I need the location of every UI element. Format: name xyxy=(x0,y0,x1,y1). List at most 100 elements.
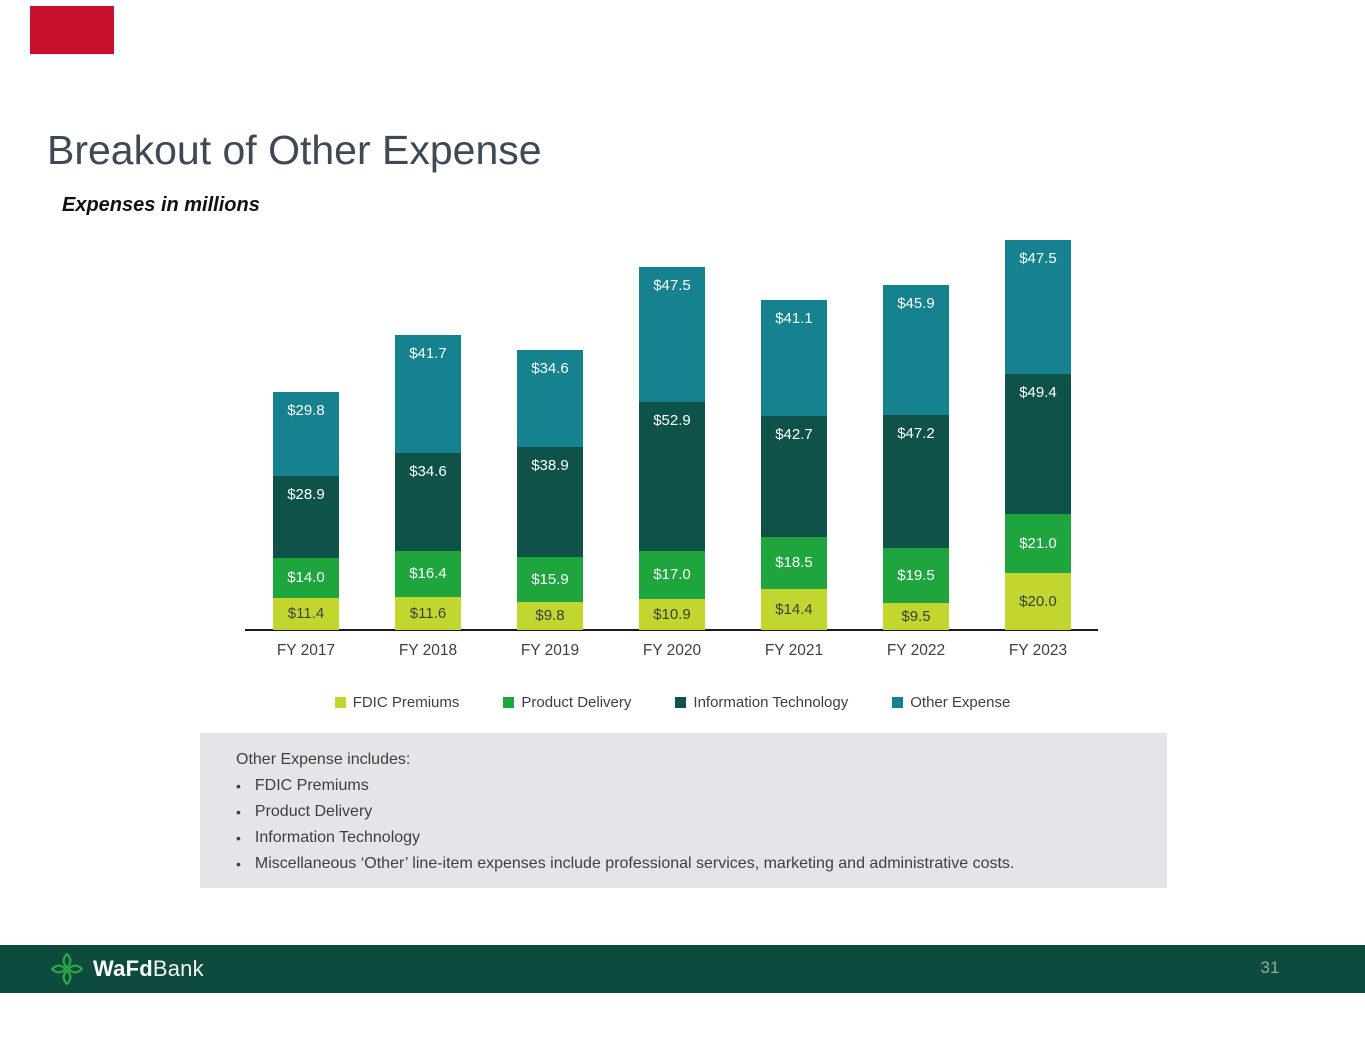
bar-value-label: $10.9 xyxy=(653,605,691,623)
x-axis-category-label: FY 2019 xyxy=(520,642,580,659)
legend-label: Other Expense xyxy=(910,694,1011,711)
bullet-dot: • xyxy=(236,804,241,820)
brand-name-bold: WaFd xyxy=(93,956,153,981)
bar-segment-other-expense xyxy=(517,349,583,448)
bar-value-label: $14.0 xyxy=(287,568,325,586)
bar-segment-fdic-premiums xyxy=(273,597,339,630)
legend-swatch-icon xyxy=(675,697,687,708)
bar-segment-fdic-premiums xyxy=(639,599,705,630)
bar-segment-other-expense xyxy=(761,300,827,417)
bar-value-label: $14.4 xyxy=(775,600,813,618)
bar-value-label: $9.8 xyxy=(535,607,565,625)
legend-item-other-expense: Other Expense xyxy=(892,694,1010,711)
bar-segment-other-expense xyxy=(273,392,339,477)
bar-value-label: $49.4 xyxy=(1019,384,1057,402)
bar-segment-product-delivery xyxy=(639,551,705,600)
bar-value-label: $15.9 xyxy=(531,570,569,588)
legend-item-fdic-premiums: FDIC Premiums xyxy=(334,694,460,711)
brand-name-regular: Bank xyxy=(152,956,204,981)
bar-value-label: $18.5 xyxy=(775,554,813,572)
bar-value-label: $41.1 xyxy=(775,310,813,328)
bar-value-label: $52.9 xyxy=(653,411,691,429)
legend-item-product-delivery: Product Delivery xyxy=(503,694,631,711)
note-heading: Other Expense includes: xyxy=(236,751,411,768)
note-bullet-item: • Product Delivery xyxy=(236,803,1137,821)
x-axis-category-label: FY 2017 xyxy=(276,642,336,659)
brand-logo: WaFdBank xyxy=(50,952,204,986)
x-axis-category-label: FY 2022 xyxy=(886,642,946,659)
bar-value-label: $47.2 xyxy=(897,424,935,442)
note-bullet-item: • FDIC Premiums xyxy=(236,777,1137,795)
bar-value-label: $47.5 xyxy=(1019,250,1057,268)
bar-value-label: $11.6 xyxy=(409,604,447,622)
bar-value-label: $41.7 xyxy=(409,345,447,363)
page-number: 31 xyxy=(1260,958,1280,977)
page-title: Breakout of Other Expense xyxy=(47,127,542,173)
legend-label: Product Delivery xyxy=(521,694,632,711)
x-axis-category-label: FY 2023 xyxy=(1008,642,1068,659)
bar-segment-product-delivery xyxy=(273,558,339,598)
bar-segment-other-expense xyxy=(1005,240,1071,375)
chart-units-note: Expenses in millions xyxy=(62,194,260,216)
bar-value-label: $11.4 xyxy=(287,604,325,622)
bar-segment-product-delivery xyxy=(395,550,461,598)
bar-value-label: $21.0 xyxy=(1019,534,1057,552)
note-bullet-item: • Information Technology xyxy=(236,829,1137,847)
bar-value-label: $34.6 xyxy=(531,359,569,377)
chart-legend: FDIC Premiums Product Delivery Information… xyxy=(245,694,1100,711)
wafd-knot-icon xyxy=(50,952,84,986)
legend-label: FDIC Premiums xyxy=(352,694,460,711)
x-axis-category-label: FY 2020 xyxy=(642,642,702,659)
red-marker xyxy=(30,6,114,54)
legend-swatch-icon xyxy=(892,697,904,708)
bar-segment-information-technology xyxy=(639,401,705,552)
bar-segment-fdic-premiums xyxy=(395,597,461,630)
bar-value-label: $47.5 xyxy=(653,277,691,295)
note-bullet-text: Product Delivery xyxy=(254,803,373,820)
bar-value-label: $19.5 xyxy=(897,566,935,584)
bar-segment-information-technology xyxy=(761,416,827,537)
bar-value-label: $20.0 xyxy=(1019,592,1057,610)
bar-value-label: $29.8 xyxy=(287,402,325,420)
legend-swatch-icon xyxy=(503,697,515,708)
bullet-dot: • xyxy=(236,856,241,872)
bar-value-label: $42.7 xyxy=(775,426,813,444)
bar-segment-information-technology xyxy=(273,476,339,559)
bar-segment-information-technology xyxy=(883,414,949,548)
x-axis-category-label: FY 2018 xyxy=(398,642,458,659)
bar-segment-fdic-premiums xyxy=(883,603,949,630)
bar-segment-fdic-premiums xyxy=(517,602,583,630)
bar-segment-fdic-premiums xyxy=(1005,573,1071,630)
bar-value-label: $9.5 xyxy=(901,607,931,625)
legend-item-information-technology: Information Technology xyxy=(675,694,848,711)
bar-segment-fdic-premiums xyxy=(761,589,827,630)
bar-segment-product-delivery xyxy=(883,548,949,604)
bullet-dot: • xyxy=(236,830,241,846)
bar-value-label: $16.4 xyxy=(409,565,447,583)
x-axis-line xyxy=(245,629,1098,631)
bar-segment-other-expense xyxy=(395,335,461,454)
note-bullet-text: FDIC Premiums xyxy=(254,777,369,794)
bar-segment-product-delivery xyxy=(517,557,583,603)
bar-value-label: $45.9 xyxy=(897,294,935,312)
bar-segment-product-delivery xyxy=(761,536,827,590)
bar-segment-other-expense xyxy=(639,267,705,402)
bar-value-label: $17.0 xyxy=(653,566,691,584)
bar-segment-product-delivery xyxy=(1005,514,1071,574)
footer-bar: WaFdBank 31 xyxy=(0,945,1365,993)
note-box: Other Expense includes: • FDIC Premiums • P… xyxy=(200,733,1167,888)
bar-segment-information-technology xyxy=(395,453,461,551)
legend-label: Information Technology xyxy=(693,694,849,711)
x-axis-category-label: FY 2021 xyxy=(764,642,824,659)
legend-swatch-icon xyxy=(334,697,346,708)
bullet-dot: • xyxy=(236,778,241,794)
bar-value-label: $34.6 xyxy=(409,463,447,481)
note-bullet-item: • Miscellaneous ‘Other’ line-item expense… xyxy=(236,855,1137,873)
note-bullet-text: Information Technology xyxy=(254,829,421,846)
bar-segment-information-technology xyxy=(517,447,583,558)
bar-segment-other-expense xyxy=(883,284,949,415)
bar-value-label: $28.9 xyxy=(287,486,325,504)
bar-value-label: $38.9 xyxy=(531,457,569,475)
